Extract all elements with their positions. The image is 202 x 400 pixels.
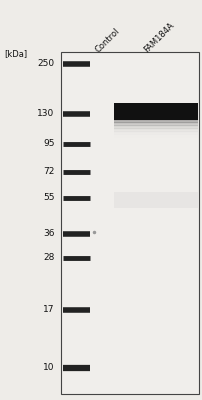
Bar bbox=[114, 137, 198, 138]
Bar bbox=[114, 122, 198, 123]
Bar bbox=[114, 130, 198, 131]
Text: [kDa]: [kDa] bbox=[4, 49, 27, 58]
Bar bbox=[114, 126, 198, 127]
Text: 130: 130 bbox=[37, 110, 55, 118]
Text: 28: 28 bbox=[43, 254, 55, 262]
Text: 36: 36 bbox=[43, 230, 55, 238]
Bar bbox=[114, 125, 198, 126]
Text: 55: 55 bbox=[43, 194, 55, 202]
Bar bbox=[114, 121, 198, 122]
Bar bbox=[114, 132, 198, 133]
Text: 95: 95 bbox=[43, 140, 55, 148]
Bar bbox=[114, 192, 198, 208]
Bar bbox=[114, 127, 198, 128]
Text: 17: 17 bbox=[43, 306, 55, 314]
Bar bbox=[114, 126, 198, 127]
Bar bbox=[114, 136, 198, 137]
Text: 250: 250 bbox=[37, 60, 55, 68]
Bar bbox=[114, 131, 198, 132]
Text: 72: 72 bbox=[43, 168, 55, 176]
Bar bbox=[114, 103, 198, 120]
Bar bbox=[114, 128, 198, 129]
Bar bbox=[114, 137, 198, 138]
Bar bbox=[114, 129, 198, 130]
Bar bbox=[61, 52, 199, 394]
Bar bbox=[114, 125, 198, 126]
Bar bbox=[114, 131, 198, 132]
Text: 10: 10 bbox=[43, 364, 55, 372]
Bar bbox=[114, 124, 198, 125]
Text: Control: Control bbox=[94, 26, 122, 54]
Bar bbox=[114, 135, 198, 136]
Bar bbox=[114, 123, 198, 124]
Bar bbox=[114, 133, 198, 134]
Text: FAM184A: FAM184A bbox=[142, 20, 176, 54]
Bar bbox=[114, 120, 198, 121]
Bar bbox=[114, 134, 198, 135]
